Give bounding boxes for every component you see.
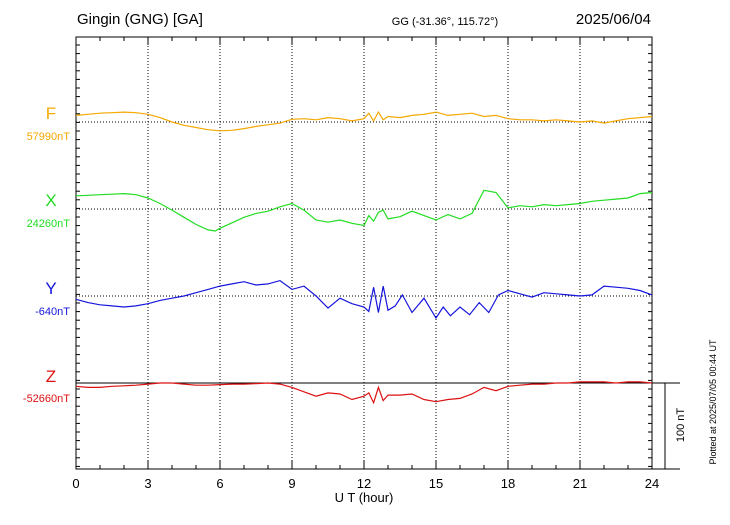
series-baseline-y: -640nT <box>35 306 70 318</box>
x-tick-label: 18 <box>501 476 515 491</box>
series-name-x: X <box>45 191 56 210</box>
x-tick-label: 15 <box>429 476 443 491</box>
x-tick-label: 0 <box>72 476 79 491</box>
series-baseline-f: 57990nT <box>27 131 71 143</box>
series-name-y: Y <box>45 279 56 298</box>
x-tick-label: 24 <box>645 476 659 491</box>
series-line-x <box>75 189 653 232</box>
station-coordinates: GG (-31.36°, 115.72°) <box>392 16 498 28</box>
x-axis-label: U T (hour) <box>335 490 394 505</box>
series-name-z: Z <box>46 367 56 386</box>
series-baseline-z: -52660nT <box>23 393 70 405</box>
series-baseline-x: 24260nT <box>27 218 71 230</box>
chart-date: 2025/06/04 <box>576 11 651 28</box>
scale-bar-label: 100 nT <box>675 408 687 443</box>
series-line-z <box>75 381 653 405</box>
x-tick-label: 9 <box>288 476 295 491</box>
x-tick-label: 12 <box>357 476 371 491</box>
x-tick-label: 6 <box>216 476 223 491</box>
series-line-f <box>75 110 653 132</box>
x-tick-label: 21 <box>573 476 587 491</box>
x-tick-label: 3 <box>144 476 151 491</box>
plotted-timestamp: Plotted at 2025/07/05 00:44 UT <box>708 339 718 465</box>
series-line-y <box>75 279 653 320</box>
series-name-f: F <box>46 104 56 123</box>
chart-title: Gingin (GNG) [GA] <box>77 11 203 28</box>
